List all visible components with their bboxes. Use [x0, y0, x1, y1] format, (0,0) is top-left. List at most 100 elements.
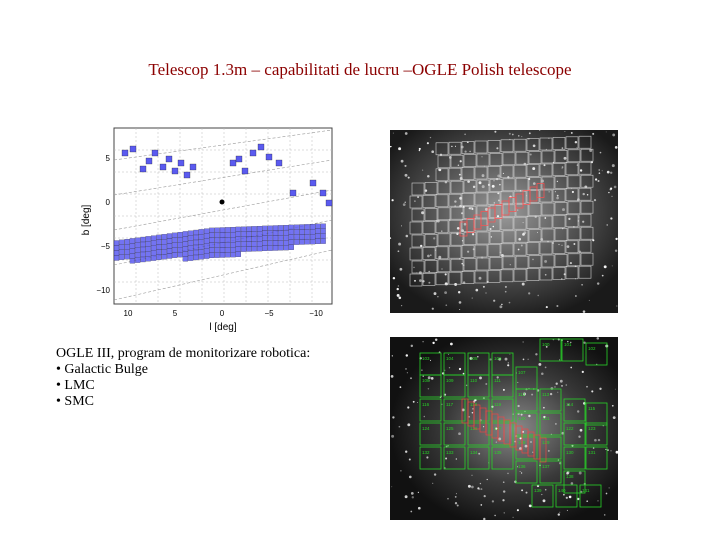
star: [594, 438, 597, 442]
star: [458, 301, 462, 304]
field-label: 125: [446, 426, 454, 431]
field-outline: [500, 269, 514, 283]
star: [475, 288, 479, 292]
field-outline: [435, 220, 449, 234]
star: [537, 294, 539, 297]
field-outline: [450, 154, 464, 168]
field-box: [539, 338, 562, 362]
field-square: [230, 246, 236, 253]
field-outline: [448, 141, 462, 155]
star: [605, 448, 607, 450]
field-box: [443, 398, 466, 422]
star: [406, 372, 408, 374]
field-outline: [489, 179, 503, 192]
field-square: [189, 163, 197, 171]
star: [597, 500, 599, 502]
star: [557, 513, 560, 516]
field-label: 114: [566, 402, 574, 407]
star: [398, 242, 402, 246]
star: [566, 509, 568, 511]
field-square: [140, 251, 146, 258]
field-label: 112: [518, 392, 526, 397]
star: [392, 132, 394, 134]
field-square: [219, 232, 226, 238]
field-square: [283, 234, 289, 241]
field-square: [304, 234, 310, 240]
field-outline: [539, 189, 553, 203]
field-square: [166, 238, 173, 244]
star: [596, 282, 600, 285]
field-square: [193, 229, 199, 236]
field-square: [159, 163, 167, 171]
field-outline: [541, 150, 555, 164]
star: [502, 388, 505, 391]
field-outline: [487, 192, 501, 205]
star: [501, 303, 503, 306]
star: [575, 295, 577, 297]
field-outline: [515, 229, 529, 243]
field-square: [140, 246, 146, 253]
star: [399, 267, 403, 271]
field-square: [193, 254, 199, 261]
field-square: [188, 235, 194, 241]
star: [479, 482, 482, 485]
field-outline: [554, 176, 568, 189]
star: [404, 132, 408, 135]
field-square: [145, 251, 151, 257]
star: [410, 492, 414, 495]
field-square: [262, 245, 268, 252]
field-square: [241, 167, 249, 175]
field-square: [214, 227, 220, 233]
field-square: [246, 241, 252, 247]
star: [397, 285, 400, 287]
field-square: [289, 189, 297, 197]
field-square: [283, 229, 289, 236]
y-tick-labels: 5 0 −5 −10: [96, 154, 110, 295]
star: [444, 273, 447, 276]
field-square: [150, 250, 157, 256]
field-outline: [411, 234, 425, 248]
lmc-field-image: [390, 130, 618, 313]
star: [612, 416, 616, 419]
star: [555, 423, 557, 425]
star: [508, 132, 511, 135]
field-square: [225, 247, 231, 253]
field-square: [214, 252, 220, 258]
star: [472, 185, 476, 189]
star: [433, 292, 437, 296]
field-outline: [578, 161, 592, 175]
field-square: [214, 232, 220, 238]
star: [469, 206, 473, 210]
field-outline: [567, 149, 581, 163]
field-square: [156, 254, 162, 260]
field-outline: [437, 259, 451, 273]
star: [507, 362, 509, 364]
star: [517, 404, 520, 408]
star: [444, 393, 447, 396]
field-square: [214, 237, 220, 243]
field-square: [310, 223, 316, 230]
star: [468, 207, 471, 210]
star: [499, 305, 503, 309]
field-square: [246, 231, 252, 237]
star: [578, 435, 581, 438]
field-label: 124: [422, 426, 430, 431]
star: [455, 458, 457, 460]
star: [581, 283, 583, 286]
field-square: [203, 243, 210, 249]
star: [413, 266, 415, 269]
field-box: [419, 398, 442, 422]
star: [497, 192, 500, 195]
star: [596, 337, 600, 340]
field-square: [241, 236, 247, 242]
star: [547, 449, 550, 452]
y-axis-label: b [deg]: [81, 204, 92, 235]
star: [493, 299, 496, 302]
star: [478, 452, 481, 455]
star: [583, 402, 586, 405]
field-square: [113, 245, 120, 251]
star: [586, 500, 589, 503]
field-square: [135, 242, 141, 248]
star: [565, 384, 568, 386]
star: [398, 425, 401, 428]
